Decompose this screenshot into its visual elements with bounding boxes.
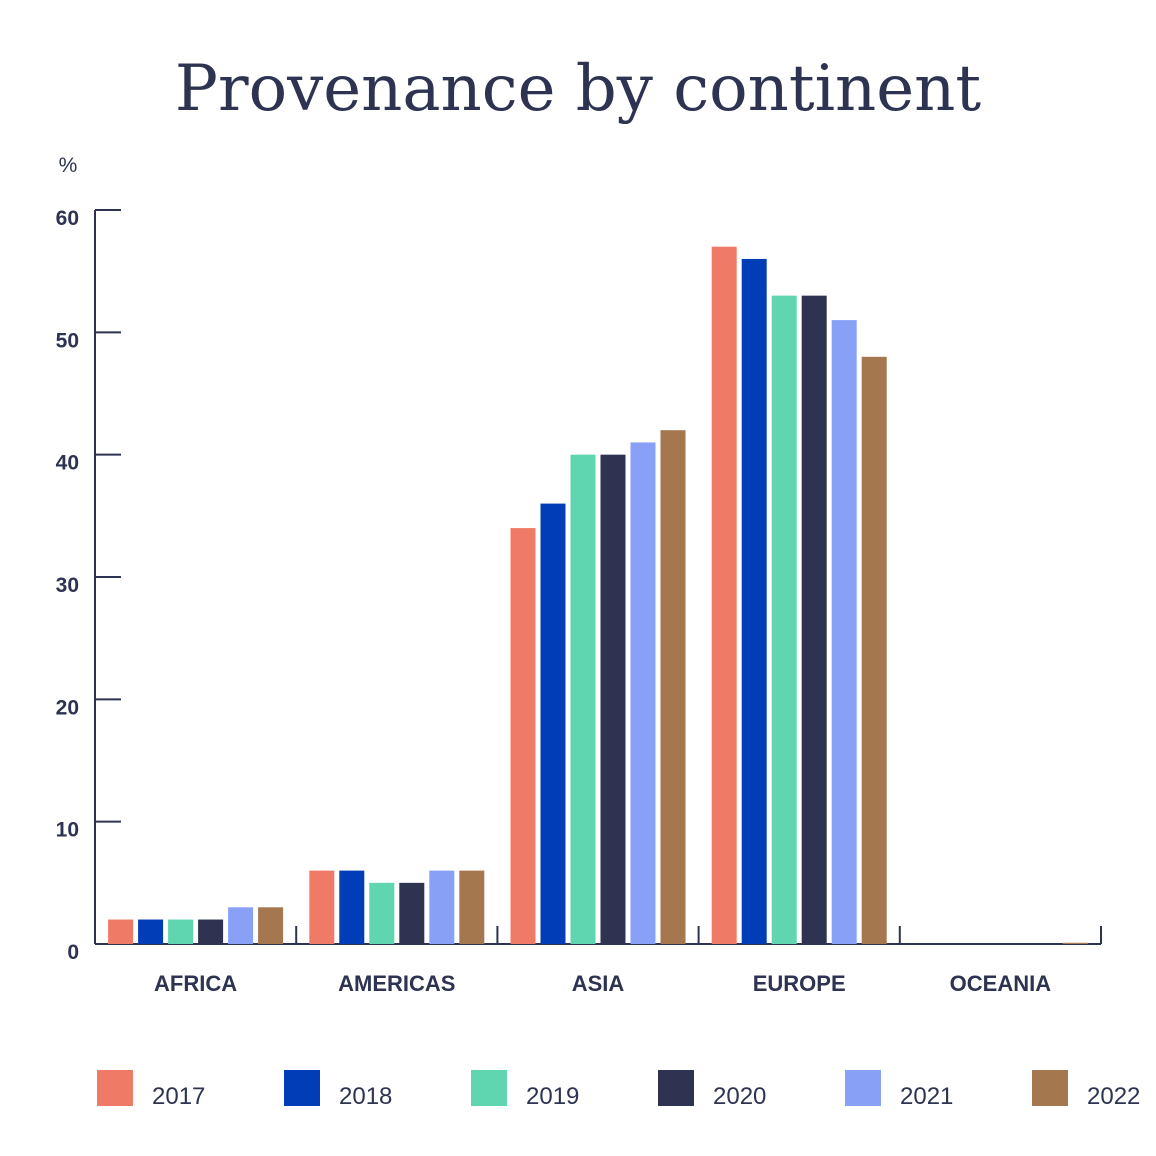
legend-swatch-2019 xyxy=(471,1070,507,1106)
bar-americas-2020 xyxy=(399,882,425,944)
bar-africa-2020 xyxy=(198,919,224,944)
x-tick-label: AMERICAS xyxy=(338,971,455,996)
y-tick-label: 0 xyxy=(67,941,79,964)
bar-africa-2017 xyxy=(108,919,134,944)
chart-title: Provenance by continent xyxy=(174,52,982,126)
bar-europe-2021 xyxy=(831,320,857,945)
legend-label-2022: 2022 xyxy=(1087,1083,1140,1110)
y-tick-label: 60 xyxy=(56,207,79,230)
legend-swatch-2017 xyxy=(97,1070,133,1106)
y-tick-label: 40 xyxy=(56,452,79,475)
y-tick-label: 20 xyxy=(56,696,79,719)
legend-label-2019: 2019 xyxy=(526,1083,579,1110)
bar-americas-2021 xyxy=(429,870,455,944)
bars xyxy=(108,246,1088,945)
bar-europe-2018 xyxy=(741,258,767,944)
bar-europe-2017 xyxy=(711,246,737,944)
legend: 2017 2018 2019 2020 2021 2022 xyxy=(97,1070,1140,1110)
y-tick-label: 10 xyxy=(56,819,79,842)
y-tick-label: 30 xyxy=(56,574,79,597)
bar-europe-2019 xyxy=(771,295,797,945)
legend-swatch-2020 xyxy=(658,1070,694,1106)
y-unit-label: % xyxy=(59,154,78,177)
bar-americas-2019 xyxy=(369,882,395,944)
axes: % 0 10 20 30 40 50 60 AFRICA AMERICAS ASIA EUROPE OC… xyxy=(56,154,1102,996)
bar-americas-2018 xyxy=(339,870,365,944)
legend-label-2021: 2021 xyxy=(900,1083,953,1110)
legend-swatch-2022 xyxy=(1032,1070,1068,1106)
bar-asia-2022 xyxy=(660,430,686,944)
bar-americas-2017 xyxy=(309,870,335,944)
bar-asia-2018 xyxy=(540,503,566,944)
bar-africa-2019 xyxy=(168,919,194,944)
bar-asia-2021 xyxy=(630,442,656,944)
bar-asia-2019 xyxy=(570,454,596,944)
legend-label-2018: 2018 xyxy=(339,1083,392,1110)
legend-swatch-2018 xyxy=(284,1070,320,1106)
x-tick-label: EUROPE xyxy=(753,971,846,996)
legend-swatch-2021 xyxy=(845,1070,881,1106)
bar-africa-2022 xyxy=(258,907,284,944)
legend-label-2020: 2020 xyxy=(713,1083,766,1110)
y-tick-label: 50 xyxy=(56,329,79,352)
bar-africa-2021 xyxy=(228,907,254,944)
bar-africa-2018 xyxy=(138,919,164,944)
bar-europe-2020 xyxy=(801,295,827,945)
bar-americas-2022 xyxy=(459,870,485,944)
x-tick-label: AFRICA xyxy=(154,971,237,996)
bar-oceania-2022 xyxy=(1062,942,1088,944)
bar-asia-2017 xyxy=(510,528,536,944)
x-tick-label: OCEANIA xyxy=(950,971,1052,996)
x-tick-label: ASIA xyxy=(572,971,625,996)
bar-europe-2022 xyxy=(861,356,887,944)
bar-asia-2020 xyxy=(600,454,626,944)
legend-label-2017: 2017 xyxy=(152,1083,205,1110)
